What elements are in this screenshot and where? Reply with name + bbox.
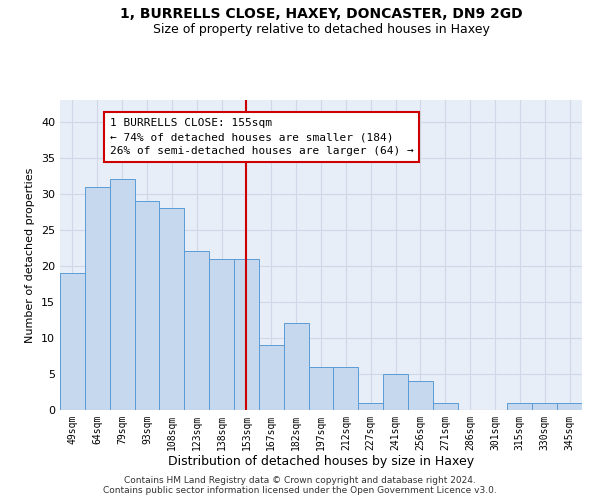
Bar — [334, 366, 358, 410]
Y-axis label: Number of detached properties: Number of detached properties — [25, 168, 35, 342]
Text: Distribution of detached houses by size in Haxey: Distribution of detached houses by size … — [168, 455, 474, 468]
Bar — [284, 324, 308, 410]
Text: Contains HM Land Registry data © Crown copyright and database right 2024.: Contains HM Land Registry data © Crown c… — [124, 476, 476, 485]
Bar — [60, 273, 85, 410]
Bar — [508, 403, 532, 410]
Bar — [383, 374, 408, 410]
Bar — [532, 403, 557, 410]
Bar — [358, 403, 383, 410]
Bar — [234, 258, 259, 410]
Bar — [110, 180, 134, 410]
Text: 1 BURRELLS CLOSE: 155sqm
← 74% of detached houses are smaller (184)
26% of semi-: 1 BURRELLS CLOSE: 155sqm ← 74% of detach… — [110, 118, 413, 156]
Bar — [408, 381, 433, 410]
Text: Contains public sector information licensed under the Open Government Licence v3: Contains public sector information licen… — [103, 486, 497, 495]
Bar — [259, 345, 284, 410]
Bar — [209, 258, 234, 410]
Bar — [308, 366, 334, 410]
Bar — [160, 208, 184, 410]
Bar — [433, 403, 458, 410]
Bar — [85, 186, 110, 410]
Text: 1, BURRELLS CLOSE, HAXEY, DONCASTER, DN9 2GD: 1, BURRELLS CLOSE, HAXEY, DONCASTER, DN9… — [119, 8, 523, 22]
Bar — [557, 403, 582, 410]
Bar — [184, 252, 209, 410]
Bar — [134, 201, 160, 410]
Text: Size of property relative to detached houses in Haxey: Size of property relative to detached ho… — [152, 22, 490, 36]
